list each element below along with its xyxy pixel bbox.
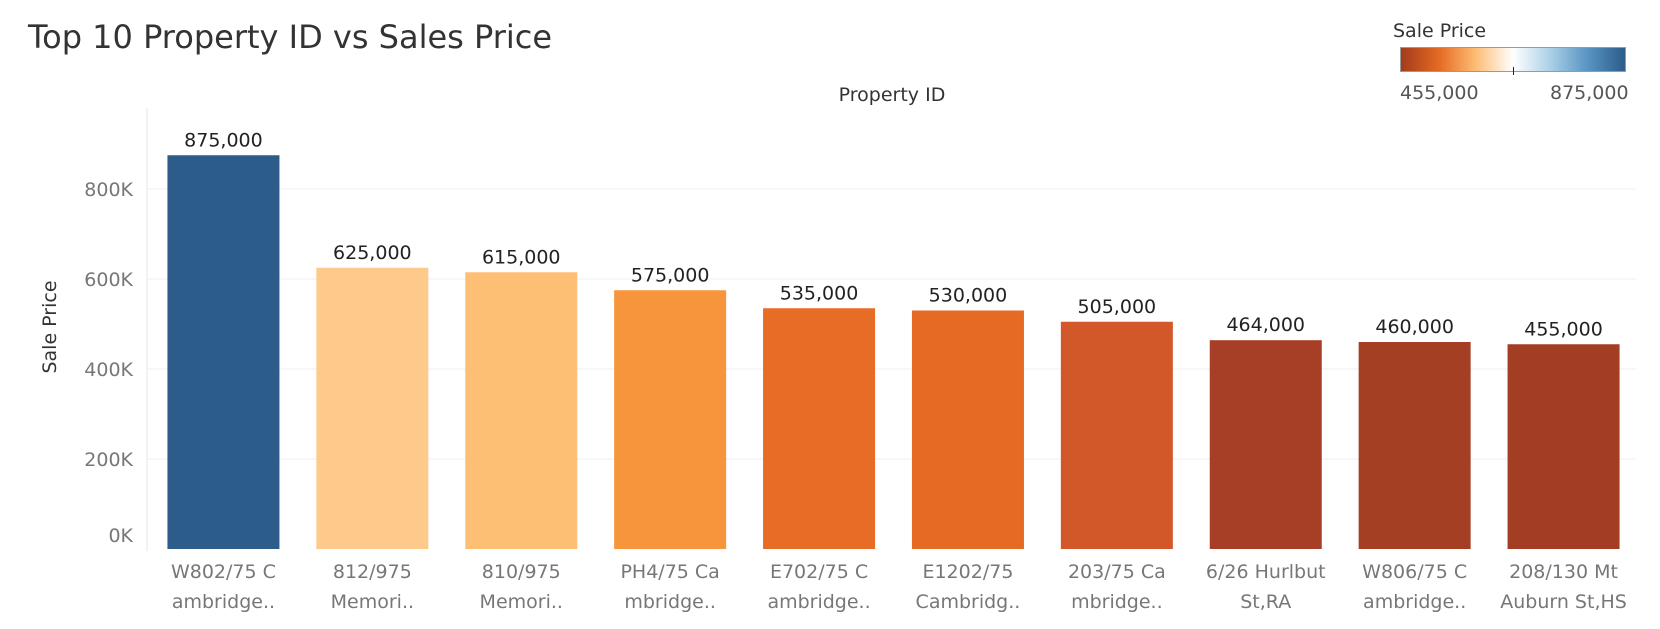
x-axis: W802/75 C ambridge.. 812/975 Memori.. 810/97… <box>171 561 1627 613</box>
y-tick-label: 600K <box>84 269 133 291</box>
bar-value-label: 464,000 <box>1226 314 1305 336</box>
bars <box>167 155 1620 550</box>
x-tick-label: Auburn St,HS <box>1500 591 1627 613</box>
y-tick-label: 0K <box>108 525 133 547</box>
x-tick-label: W802/75 C <box>171 561 276 583</box>
x-tick-label: ambridge.. <box>767 591 870 613</box>
y-tick-label: 400K <box>84 359 133 381</box>
x-tick-label: W806/75 C <box>1362 561 1467 583</box>
x-tick-label: E1202/75 <box>922 561 1013 583</box>
bar[interactable] <box>1358 342 1471 549</box>
bar[interactable] <box>167 155 280 549</box>
bar[interactable] <box>911 310 1024 550</box>
y-axis-title: Sale Price <box>39 280 61 373</box>
bar-value-label: 615,000 <box>482 246 561 268</box>
x-tick-label: 812/975 <box>333 561 412 583</box>
y-axis: 0K 200K 400K 600K 800K <box>84 179 133 547</box>
y-tick-label: 800K <box>84 179 133 201</box>
bar-value-label: 575,000 <box>631 264 710 286</box>
x-tick-label: PH4/75 Ca <box>620 561 719 583</box>
x-tick-label: Memori.. <box>480 591 563 613</box>
bar-value-label: 530,000 <box>929 285 1008 307</box>
bar[interactable] <box>465 272 578 549</box>
legend-title: Sale Price <box>1393 20 1487 42</box>
bar-value-label: 460,000 <box>1375 316 1454 338</box>
bar[interactable] <box>1507 344 1620 549</box>
x-tick-label: mbridge.. <box>624 591 716 613</box>
bar[interactable] <box>763 308 876 549</box>
x-tick-label: 208/130 Mt <box>1509 561 1618 583</box>
x-tick-label: E702/75 C <box>770 561 868 583</box>
bar-value-label: 625,000 <box>333 242 412 264</box>
x-tick-label: ambridge.. <box>172 591 275 613</box>
bar-value-label: 875,000 <box>184 129 263 151</box>
legend-marker <box>1513 67 1514 75</box>
bar-value-label: 455,000 <box>1524 318 1603 340</box>
x-tick-label: 810/975 <box>482 561 561 583</box>
y-tick-label: 200K <box>84 449 133 471</box>
x-tick-label: ambridge.. <box>1363 591 1466 613</box>
legend-max-label: 875,000 <box>1550 82 1629 104</box>
x-tick-label: 6/26 Hurlbut <box>1206 561 1326 583</box>
legend-min-label: 455,000 <box>1400 82 1479 104</box>
x-tick-label: St,RA <box>1240 591 1291 613</box>
x-tick-label: 203/75 Ca <box>1068 561 1166 583</box>
bar[interactable] <box>1060 321 1173 549</box>
value-labels: 875,000 625,000 615,000 575,000 535,000 530,0… <box>184 129 1603 340</box>
bar[interactable] <box>614 290 727 549</box>
bar-value-label: 505,000 <box>1078 296 1157 318</box>
x-axis-title: Property ID <box>839 84 946 106</box>
bar[interactable] <box>316 267 429 549</box>
bar-value-label: 535,000 <box>780 282 859 304</box>
bar[interactable] <box>1209 340 1322 549</box>
chart-title: Top 10 Property ID vs Sales Price <box>28 18 553 56</box>
x-tick-label: mbridge.. <box>1071 591 1163 613</box>
x-tick-label: Memori.. <box>331 591 414 613</box>
x-tick-label: Cambridg.. <box>916 591 1021 613</box>
